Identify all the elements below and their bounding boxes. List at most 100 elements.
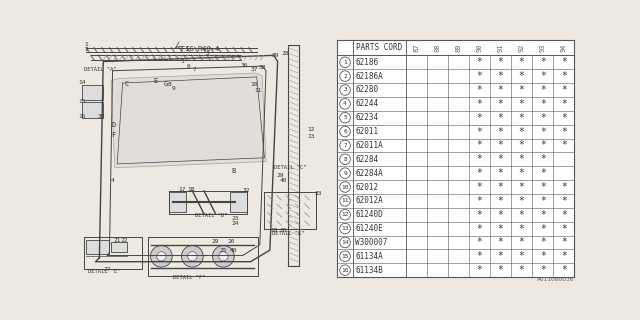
Text: 91: 91 xyxy=(497,44,504,52)
Text: *: * xyxy=(540,85,546,95)
Text: *: * xyxy=(540,237,546,247)
Text: 22: 22 xyxy=(120,238,128,243)
Text: *: * xyxy=(540,182,546,192)
Text: 5: 5 xyxy=(343,115,347,120)
Text: *: * xyxy=(561,57,567,67)
Text: 40: 40 xyxy=(230,248,237,253)
Text: 17: 17 xyxy=(179,187,186,192)
Text: *: * xyxy=(518,127,525,137)
Text: 28: 28 xyxy=(282,51,289,56)
Text: *: * xyxy=(561,127,567,137)
Text: *: * xyxy=(540,71,546,81)
Text: *: * xyxy=(561,99,567,109)
Text: *: * xyxy=(540,140,546,150)
Text: 5: 5 xyxy=(180,59,184,64)
Text: *: * xyxy=(518,237,525,247)
Text: *: * xyxy=(497,168,504,178)
Circle shape xyxy=(340,99,350,109)
Text: DETAIL "C": DETAIL "C" xyxy=(274,165,307,170)
Text: *: * xyxy=(497,237,504,247)
Text: 62186A: 62186A xyxy=(355,72,383,81)
Text: *: * xyxy=(497,85,504,95)
Text: *: * xyxy=(540,210,546,220)
Text: 13: 13 xyxy=(341,226,349,231)
Text: *: * xyxy=(476,168,483,178)
Text: *: * xyxy=(497,251,504,261)
Bar xyxy=(337,40,575,277)
Text: 29: 29 xyxy=(212,239,220,244)
Text: 62234: 62234 xyxy=(355,113,378,122)
Circle shape xyxy=(150,245,172,267)
Text: 36: 36 xyxy=(241,63,248,68)
Text: 62284A: 62284A xyxy=(355,169,383,178)
Text: *: * xyxy=(540,265,546,275)
Text: 93: 93 xyxy=(540,44,546,52)
Text: *: * xyxy=(497,182,504,192)
Text: A611000036: A611000036 xyxy=(537,277,575,282)
Text: 94: 94 xyxy=(561,44,567,52)
Text: G: G xyxy=(164,81,168,87)
Text: *: * xyxy=(497,154,504,164)
Text: *: * xyxy=(476,113,483,123)
Text: 4: 4 xyxy=(111,178,115,183)
Text: 16: 16 xyxy=(341,268,349,273)
Text: *: * xyxy=(518,85,525,95)
Text: DETAIL "E": DETAIL "E" xyxy=(88,269,120,274)
Text: PARTS CORD: PARTS CORD xyxy=(356,43,403,52)
Text: *: * xyxy=(476,99,483,109)
Text: *: * xyxy=(497,265,504,275)
Text: 23: 23 xyxy=(231,216,239,221)
Text: 62280: 62280 xyxy=(355,85,378,94)
Text: 8: 8 xyxy=(343,157,347,162)
Text: 88: 88 xyxy=(434,44,440,52)
Text: 29: 29 xyxy=(276,173,284,178)
Bar xyxy=(81,84,103,100)
Text: *: * xyxy=(476,224,483,234)
Circle shape xyxy=(340,57,350,68)
Text: *: * xyxy=(561,224,567,234)
Text: D: D xyxy=(111,122,115,128)
Text: *: * xyxy=(476,85,483,95)
Text: *: * xyxy=(476,210,483,220)
Text: 62011A: 62011A xyxy=(355,141,383,150)
Text: *: * xyxy=(518,210,525,220)
Text: *: * xyxy=(518,57,525,67)
Text: 12: 12 xyxy=(307,127,315,132)
Text: 15: 15 xyxy=(341,254,349,259)
Text: DETAIL "D": DETAIL "D" xyxy=(195,213,227,218)
Text: 11: 11 xyxy=(255,88,262,93)
Text: 40: 40 xyxy=(279,178,287,183)
Text: 8: 8 xyxy=(167,82,171,87)
Text: DETAIL "A": DETAIL "A" xyxy=(84,67,116,72)
Text: *: * xyxy=(476,182,483,192)
Text: 16: 16 xyxy=(78,115,85,119)
Bar xyxy=(111,243,127,252)
Text: *: * xyxy=(518,71,525,81)
Text: 6: 6 xyxy=(187,64,190,68)
Text: *: * xyxy=(518,99,525,109)
Text: 24: 24 xyxy=(231,221,239,226)
Text: *: * xyxy=(518,168,525,178)
Text: *: * xyxy=(476,251,483,261)
Text: *: * xyxy=(476,127,483,137)
Text: *: * xyxy=(476,71,483,81)
Text: *: * xyxy=(476,140,483,150)
Circle shape xyxy=(212,245,234,267)
Text: 18: 18 xyxy=(187,187,195,192)
Text: *: * xyxy=(540,251,546,261)
Text: *: * xyxy=(497,210,504,220)
Text: 61240E: 61240E xyxy=(355,224,383,233)
Circle shape xyxy=(340,71,350,81)
Text: *: * xyxy=(497,127,504,137)
Text: 4: 4 xyxy=(343,101,347,106)
Text: *: * xyxy=(561,113,567,123)
Text: DETAIL "F": DETAIL "F" xyxy=(173,275,205,280)
Text: 25: 25 xyxy=(220,248,227,253)
Text: *: * xyxy=(476,196,483,206)
Text: *: * xyxy=(561,237,567,247)
Text: E: E xyxy=(154,78,158,84)
Text: *: * xyxy=(540,127,546,137)
Text: 13: 13 xyxy=(307,134,315,139)
Text: *: * xyxy=(561,196,567,206)
Text: *: * xyxy=(540,154,546,164)
